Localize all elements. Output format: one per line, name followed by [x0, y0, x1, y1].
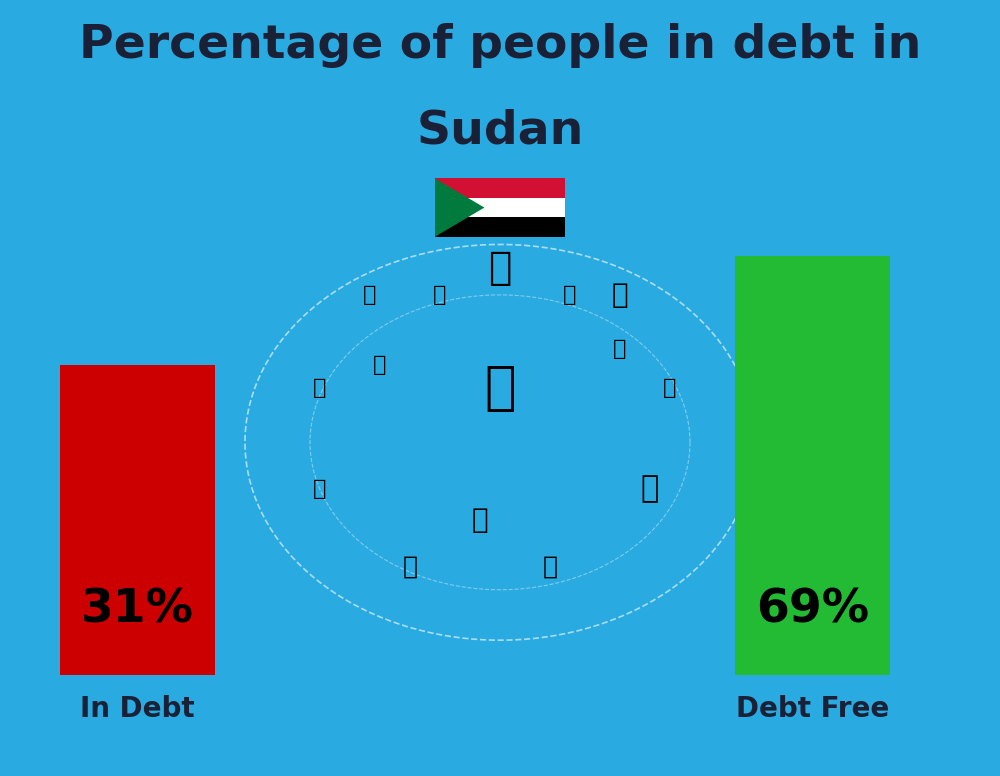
Text: Sudan: Sudan	[416, 109, 584, 154]
Text: 69%: 69%	[756, 587, 869, 632]
Text: 🏦: 🏦	[484, 362, 516, 414]
Text: 📦: 📦	[373, 355, 387, 375]
Text: 📧: 📧	[363, 285, 377, 305]
Text: 💸: 💸	[433, 285, 447, 305]
Text: 🚗: 🚗	[472, 506, 488, 534]
FancyBboxPatch shape	[735, 256, 890, 675]
FancyBboxPatch shape	[435, 217, 565, 237]
Text: 📊: 📊	[613, 339, 627, 359]
Text: 💼: 💼	[402, 555, 418, 578]
Text: 🎓: 🎓	[641, 474, 659, 504]
Text: 31%: 31%	[81, 587, 194, 632]
Text: In Debt: In Debt	[80, 695, 195, 722]
Text: 💰: 💰	[612, 281, 628, 309]
Text: 🏠: 🏠	[488, 249, 512, 286]
Text: 🔒: 🔒	[313, 378, 327, 398]
Text: 📱: 📱	[663, 378, 677, 398]
Text: Debt Free: Debt Free	[736, 695, 889, 722]
Text: Percentage of people in debt in: Percentage of people in debt in	[79, 23, 921, 68]
Polygon shape	[435, 178, 484, 237]
FancyBboxPatch shape	[435, 178, 565, 198]
Text: 🔑: 🔑	[563, 285, 577, 305]
FancyBboxPatch shape	[60, 365, 215, 675]
FancyBboxPatch shape	[435, 198, 565, 217]
Text: 💵: 💵	[542, 555, 558, 578]
Text: 📋: 📋	[313, 479, 327, 499]
